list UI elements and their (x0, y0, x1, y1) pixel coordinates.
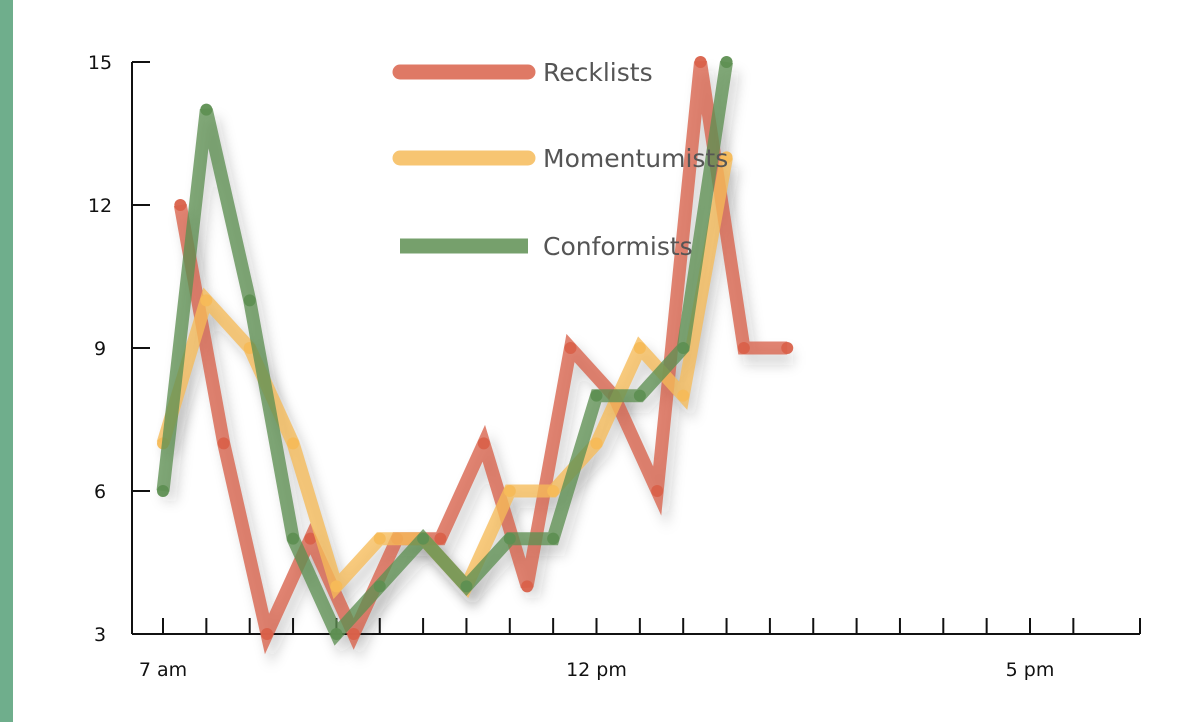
data-point (434, 532, 447, 545)
data-point (677, 389, 690, 402)
data-point (330, 580, 343, 593)
data-point (590, 389, 603, 402)
y-tick-label: 9 (94, 338, 106, 360)
data-point (633, 389, 646, 402)
series-line-conformists (156, 61, 733, 646)
data-point (651, 485, 664, 497)
data-point (157, 485, 169, 497)
data-point (677, 342, 690, 354)
data-point (287, 532, 300, 545)
data-point (174, 199, 187, 211)
data-point (737, 342, 750, 354)
data-point (547, 532, 560, 545)
legend: Recklists Momentumists Conformists (392, 58, 728, 266)
data-point (243, 294, 256, 307)
data-point (720, 56, 733, 68)
data-point (417, 532, 430, 545)
data-point (781, 342, 794, 354)
data-point (694, 56, 707, 68)
data-point (347, 628, 360, 640)
left-accent-strip (0, 0, 13, 722)
data-point (503, 485, 516, 497)
data-point (564, 342, 577, 354)
y-tick-label: 12 (88, 195, 112, 217)
data-point (477, 437, 490, 450)
data-point (547, 485, 560, 497)
data-point (521, 580, 534, 593)
x-axis: 7 am 12 pm 5 pm (132, 618, 1141, 681)
data-point (720, 151, 733, 164)
data-point (373, 532, 386, 545)
legend-label-recklists: Recklists (543, 58, 653, 87)
data-point (217, 437, 230, 450)
data-point (460, 580, 473, 593)
data-point (503, 532, 516, 545)
y-tick-label: 6 (94, 481, 106, 503)
y-tick-label: 3 (94, 624, 106, 646)
data-point (200, 103, 213, 116)
x-tick-label: 12 pm (566, 659, 627, 681)
data-point (287, 437, 300, 450)
legend-label-conformists: Conformists (543, 232, 693, 261)
data-point (261, 628, 274, 640)
data-point (590, 437, 603, 450)
y-tick-label: 15 (88, 52, 112, 74)
legend-label-momentumists: Momentumists (543, 144, 728, 173)
data-point (304, 532, 317, 545)
y-axis: 3 6 9 12 15 (88, 52, 150, 646)
data-point (330, 628, 343, 640)
x-tick-label: 7 am (139, 659, 187, 681)
data-point (633, 342, 646, 354)
series-lines (156, 56, 794, 655)
data-point (200, 294, 213, 307)
x-tick-label: 5 pm (1006, 659, 1055, 681)
data-point (373, 580, 386, 593)
